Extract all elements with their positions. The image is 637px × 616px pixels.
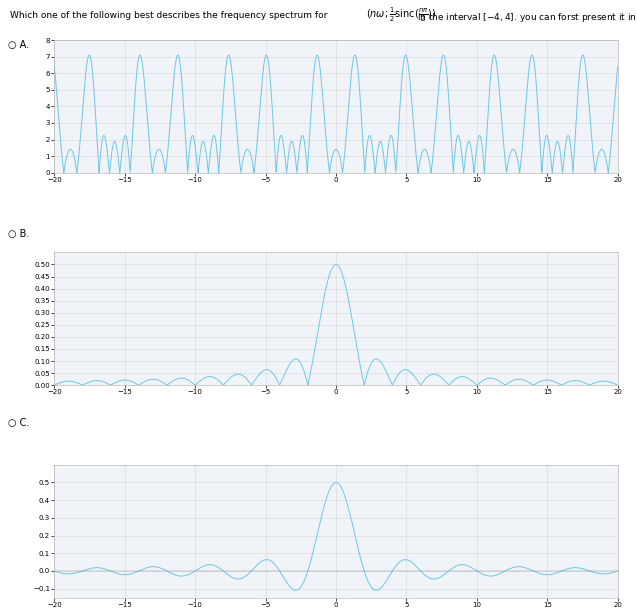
Text: ○ B.: ○ B.: [8, 229, 29, 239]
Text: Which one of the following best describes the frequency spectrum for: Which one of the following best describe…: [10, 11, 327, 20]
Text: in the interval $[-4,4]$. you can forst present it in table form: in the interval $[-4,4]$. you can forst …: [417, 11, 637, 24]
Text: ○ A.: ○ A.: [8, 40, 29, 50]
Text: $(n\omega;\frac{1}{2}\mathrm{sinc}(\frac{n\pi}{2}))$: $(n\omega;\frac{1}{2}\mathrm{sinc}(\frac…: [366, 6, 437, 25]
Text: ○ C.: ○ C.: [8, 418, 29, 428]
